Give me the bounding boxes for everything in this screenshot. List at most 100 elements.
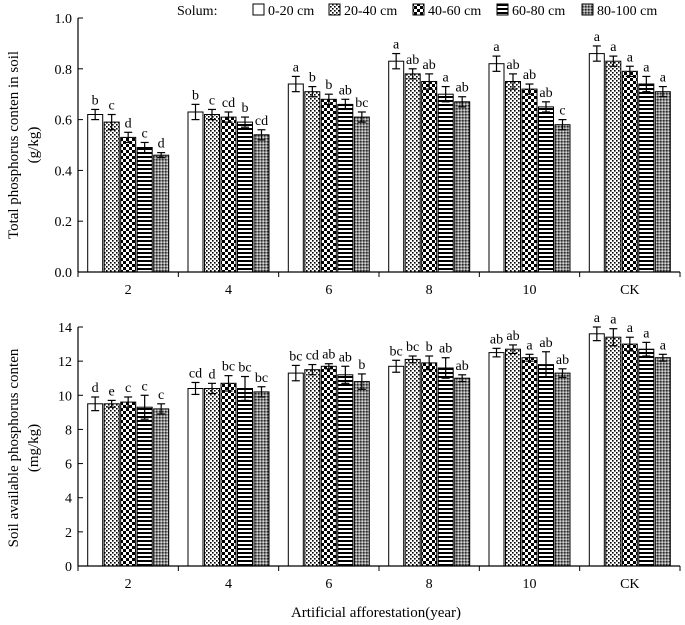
sig-letter-c0-s4-2: d — [158, 137, 165, 152]
sig-letter-c1-s4-2: c — [158, 388, 164, 403]
sig-letter-c1-s0-10: ab — [490, 332, 503, 347]
bar-c0-s2-10 — [521, 88, 538, 273]
bar-c1-s2-8 — [421, 362, 438, 567]
y-tick-label-1-6: 12 — [58, 355, 72, 370]
bar-c1-s0-8 — [388, 365, 405, 567]
chart-bottom-ylabel-line2: (mg/kg) — [26, 424, 42, 472]
bar-c1-s4-2 — [153, 408, 170, 567]
sig-letter-c1-s0-8: bc — [390, 344, 403, 359]
sig-letter-c1-s4-8: ab — [456, 359, 469, 374]
y-tick-label-1-1: 2 — [65, 526, 72, 541]
y-tick-label-0-5: 1.0 — [55, 12, 73, 27]
sig-letter-c1-s1-8: bc — [406, 340, 419, 355]
bar-c1-s4-4 — [253, 391, 270, 567]
sig-letter-c0-s1-CK: a — [610, 40, 617, 55]
x-tick-label-0-2: 2 — [125, 283, 132, 298]
bar-c0-s3-4 — [237, 121, 253, 273]
legend-swatch-2 — [412, 3, 425, 16]
bar-c0-s1-8 — [404, 73, 421, 273]
y-tick-label-1-7: 14 — [58, 321, 72, 336]
bar-c1-s3-6 — [337, 374, 354, 567]
legend-label-0: 0-20 cm — [268, 4, 314, 19]
sig-letter-c0-s0-4: b — [192, 88, 199, 103]
sig-letter-c0-s1-4: c — [209, 93, 215, 108]
sig-letter-c1-s1-6: cd — [306, 349, 319, 364]
bar-c0-s0-10 — [488, 63, 505, 273]
bar-c1-s3-2 — [136, 406, 153, 567]
bar-c0-s4-CK — [654, 91, 671, 273]
sig-letter-c0-s3-6: ab — [339, 83, 352, 98]
sig-letter-c1-s4-10: ab — [556, 353, 569, 368]
bar-c0-s1-CK — [605, 60, 622, 273]
bar-c0-s2-6 — [320, 98, 337, 273]
sig-letter-c1-s0-2: d — [92, 381, 99, 396]
x-tick-label-1-2: 2 — [125, 577, 132, 592]
bar-c0-s1-6 — [304, 91, 321, 273]
sig-letter-c1-s3-CK: a — [643, 326, 650, 341]
y-tick-label-1-3: 6 — [65, 458, 72, 473]
legend-label-1: 20-40 cm — [344, 4, 397, 19]
sig-letter-c0-s1-6: b — [309, 71, 316, 86]
bar-c1-s0-6 — [287, 372, 304, 567]
x-tick-label-1-6: 6 — [325, 577, 332, 592]
sig-letter-c0-s0-CK: a — [594, 30, 601, 45]
legend-entry-1: 20-40 cm — [328, 3, 397, 19]
sig-letter-c0-s4-4: cd — [255, 114, 268, 129]
x-tick-label-1-CK: CK — [620, 577, 639, 592]
chart-top-ylabel-line2: (g/kg) — [26, 127, 42, 164]
sig-letter-c1-s1-4: d — [209, 367, 216, 382]
bar-c1-s0-2 — [87, 403, 104, 567]
legend-entry-0: 0-20 cm — [252, 3, 314, 19]
bar-c0-s3-6 — [337, 103, 354, 273]
bar-c1-s4-CK — [654, 357, 671, 567]
bar-c0-s4-4 — [253, 134, 270, 273]
bar-c0-s0-8 — [388, 60, 405, 273]
sig-letter-c1-s1-2: e — [109, 384, 115, 399]
sig-letter-c0-s0-2: b — [92, 93, 99, 108]
sig-letter-c0-s3-10: ab — [539, 86, 552, 101]
sig-letter-c1-s4-4: bc — [255, 371, 268, 386]
sig-letter-c1-s4-6: b — [358, 358, 365, 373]
bar-c1-s1-8 — [404, 358, 421, 567]
bar-c1-s3-CK — [638, 348, 655, 567]
bar-c1-s1-CK — [605, 336, 622, 567]
sig-letter-c1-s0-4: cd — [189, 367, 202, 382]
bar-c0-s3-CK — [638, 83, 655, 273]
sig-letter-c0-s4-CK: a — [660, 71, 667, 86]
bar-c1-s0-CK — [588, 333, 605, 567]
legend-swatch-0 — [252, 3, 265, 16]
sig-letter-c0-s4-6: bc — [355, 96, 368, 111]
x-tick-label-1-8: 8 — [426, 577, 433, 592]
sig-letter-c0-s1-2: c — [109, 99, 115, 114]
sig-letter-c0-s2-4: cd — [222, 96, 235, 111]
sig-letter-c0-s3-8: a — [443, 71, 450, 86]
bar-c1-s0-10 — [488, 352, 505, 567]
sig-letter-c0-s0-10: a — [493, 40, 500, 55]
bar-c0-s4-6 — [353, 116, 370, 273]
bar-c1-s2-2 — [120, 401, 137, 567]
bar-c0-s3-10 — [538, 106, 554, 273]
sig-letter-c1-s2-8: b — [426, 340, 433, 355]
sig-letter-c1-s0-6: bc — [289, 349, 302, 364]
bar-c1-s0-4 — [187, 388, 204, 567]
bar-c1-s3-10 — [538, 364, 554, 567]
chart-top-axes: 0.0 0.2 0.4 0.6 0.8 1.0 2 4 6 8 10 CK — [55, 12, 681, 298]
bar-c0-s4-8 — [454, 101, 471, 273]
bar-c0-s4-2 — [153, 154, 170, 273]
sig-letter-c0-s2-6: b — [325, 78, 332, 93]
y-tick-label-0-4: 0.8 — [55, 63, 73, 78]
y-tick-label-0-2: 0.4 — [55, 164, 73, 179]
sig-letter-c0-s1-8: ab — [406, 53, 419, 68]
sig-letter-c1-s1-10: ab — [506, 329, 519, 344]
bar-c1-s1-4 — [204, 388, 220, 567]
sig-letter-c0-s4-8: ab — [456, 81, 469, 96]
y-tick-label-1-4: 8 — [65, 423, 72, 438]
legend-title: Solum: — [177, 4, 217, 19]
sig-letter-c1-s2-2: c — [125, 381, 131, 396]
legend-label-2: 40-60 cm — [428, 4, 481, 19]
bar-c0-s2-8 — [421, 81, 438, 273]
sig-letter-c1-s1-CK: a — [610, 313, 617, 328]
bar-c1-s3-8 — [437, 367, 454, 567]
bar-c1-s2-10 — [521, 357, 538, 567]
